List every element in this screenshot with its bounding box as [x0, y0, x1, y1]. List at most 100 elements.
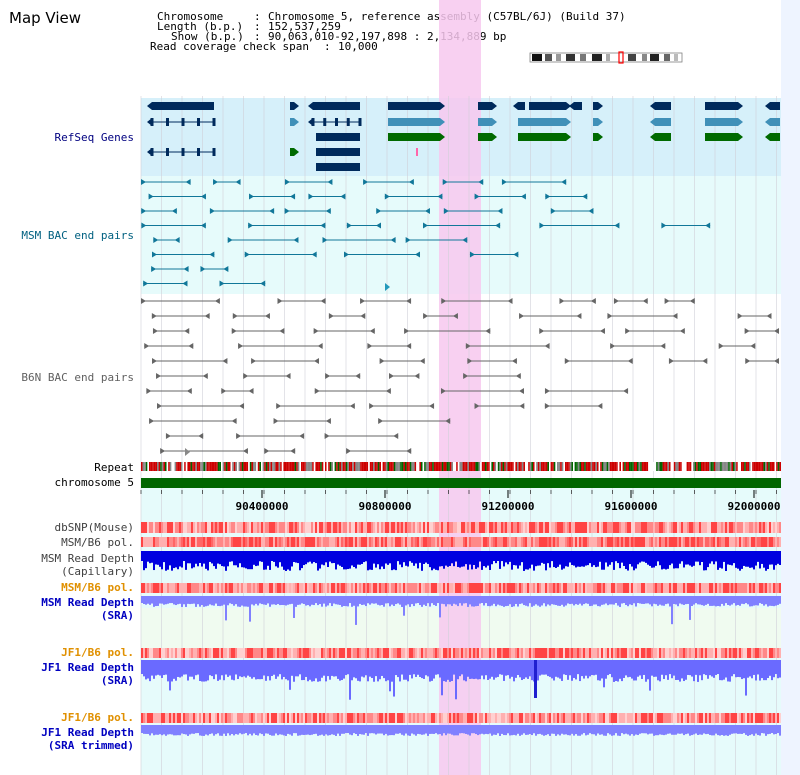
heat-cell: [465, 713, 467, 723]
heat-cell: [305, 522, 307, 533]
heat-cell: [361, 522, 363, 533]
heat-cell: [671, 537, 673, 547]
b6n-bac-pair: [463, 373, 521, 379]
depth-bar: [667, 596, 669, 604]
bac-end-marker: [613, 298, 619, 304]
depth-bar: [577, 660, 579, 675]
depth-bar: [531, 725, 533, 736]
heat-cell: [583, 713, 585, 723]
heat-cell: [515, 583, 517, 593]
heat-cell: [423, 713, 425, 723]
repeat-feature: [776, 462, 778, 471]
depth-bar: [705, 725, 707, 735]
depth-bar: [467, 725, 469, 735]
repeat-feature: [267, 462, 269, 471]
depth-bar: [321, 725, 323, 735]
depth-bar: [651, 596, 653, 607]
repeat-feature: [385, 462, 388, 471]
bac-end-marker: [214, 298, 220, 304]
depth-bar: [511, 660, 513, 677]
depth-bar: [587, 725, 589, 735]
gene-arrow: [147, 148, 152, 156]
heat-cell: [613, 522, 615, 533]
repeat-feature: [590, 462, 593, 471]
heat-cell: [699, 537, 701, 547]
heat-cell: [741, 522, 743, 533]
depth-bar: [439, 725, 441, 735]
heat-cell: [349, 583, 351, 593]
heat-cell: [221, 522, 223, 533]
heat-cell: [183, 648, 185, 658]
heat-cell: [389, 648, 391, 658]
depth-bar: [413, 596, 415, 607]
heat-cell: [715, 583, 717, 593]
heat-cell: [409, 648, 411, 658]
heat-cell: [371, 583, 373, 593]
depth-bar: [327, 551, 329, 568]
depth-bar: [179, 725, 181, 736]
depth-bar: [583, 725, 585, 734]
gene-exon: [290, 118, 294, 126]
depth-bar: [647, 660, 649, 680]
depth-bar: [319, 725, 321, 736]
depth-bar: [513, 725, 515, 735]
msm-bac-pair: [443, 208, 503, 214]
depth-bar: [271, 596, 273, 605]
b6n-bac-pair: [314, 388, 391, 394]
b6n-bac-pair: [388, 373, 420, 379]
heat-cell: [501, 537, 503, 547]
heat-cell: [345, 648, 347, 658]
depth-bar: [451, 551, 453, 564]
bac-end-marker: [564, 358, 570, 364]
depth-bar: [571, 725, 573, 734]
heat-cell: [333, 522, 335, 533]
heat-cell: [757, 648, 759, 658]
bac-end-marker: [406, 298, 412, 304]
heat-cell: [283, 713, 285, 723]
heat-cell: [603, 583, 605, 593]
heat-cell: [433, 648, 435, 658]
depth-bar: [545, 660, 547, 675]
heat-cell: [435, 537, 437, 547]
depth-bar: [579, 551, 581, 567]
heat-cell: [211, 713, 213, 723]
depth-bar: [443, 596, 445, 605]
depth-bar: [321, 660, 323, 678]
depth-bar: [713, 596, 715, 606]
depth-bar: [347, 725, 349, 734]
heat-cell: [385, 648, 387, 658]
heat-cell: [325, 713, 327, 723]
repeat-feature: [595, 462, 597, 471]
heat-cell: [341, 583, 343, 593]
depth-bar: [525, 660, 527, 678]
repeat-feature: [435, 462, 437, 471]
depth-bar: [461, 596, 463, 606]
heat-cell: [291, 648, 293, 658]
heat-cell: [511, 713, 513, 723]
depth-bar: [177, 596, 179, 605]
depth-bar: [605, 660, 607, 679]
depth-bar: [613, 596, 615, 605]
depth-bar: [505, 551, 507, 563]
bac-end-marker: [627, 358, 633, 364]
heat-cell: [505, 537, 507, 547]
depth-bar: [441, 551, 443, 567]
heat-cell: [627, 583, 629, 593]
heat-cell: [291, 537, 293, 547]
bac-end-marker: [414, 373, 420, 379]
depth-bar: [221, 660, 223, 676]
depth-bar: [591, 725, 593, 735]
heat-cell: [441, 522, 443, 533]
heat-cell: [517, 583, 519, 593]
bac-end-marker: [367, 343, 373, 349]
depth-bar: [599, 596, 601, 607]
heat-cell: [587, 648, 589, 658]
heat-cell: [509, 522, 511, 533]
depth-bar: [715, 725, 717, 734]
depth-bar: [467, 596, 469, 607]
heat-cell: [375, 713, 377, 723]
gene-marker: [416, 148, 418, 156]
heat-cell: [709, 648, 711, 658]
heat-cell: [255, 583, 257, 593]
